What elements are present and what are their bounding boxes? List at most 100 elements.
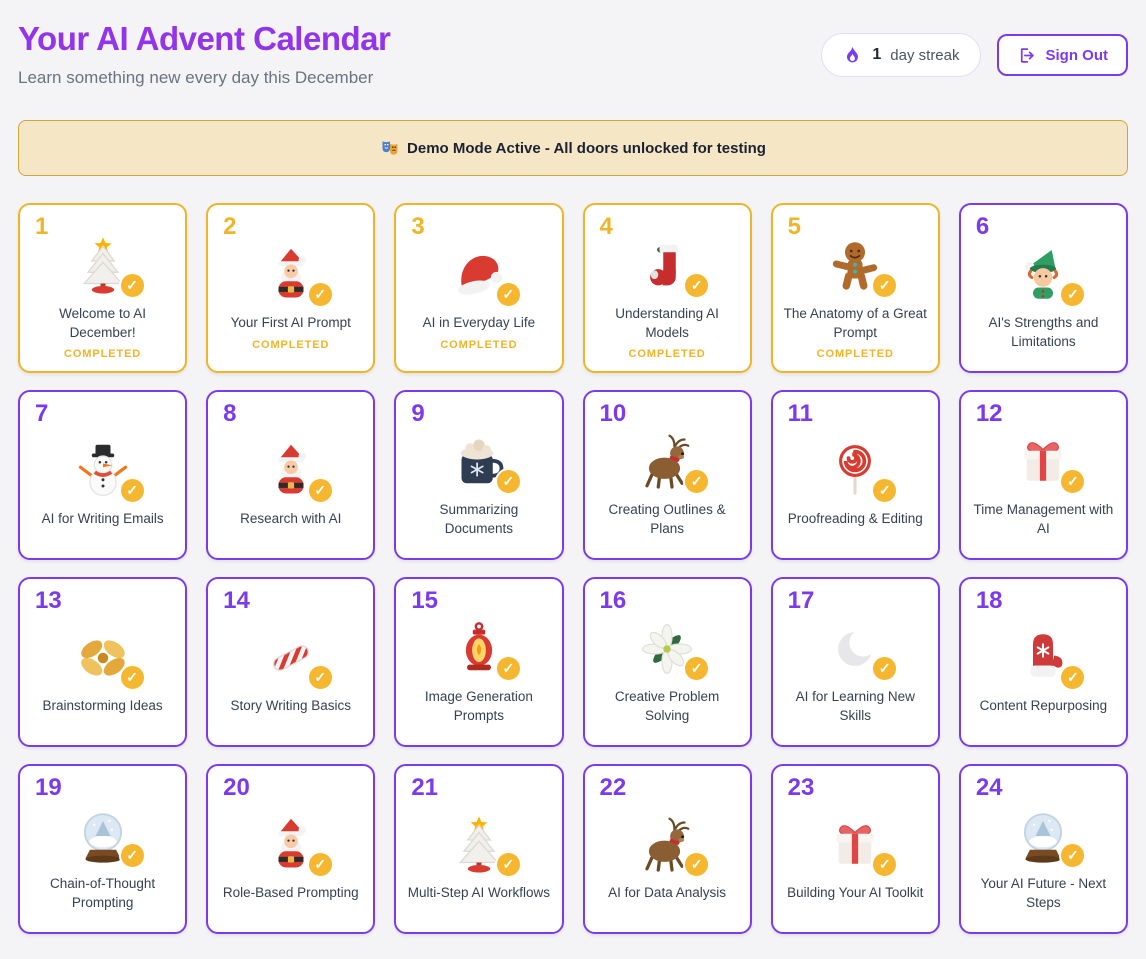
day-title: Welcome to AI December!	[59, 306, 146, 340]
day-title: Content Repurposing	[979, 698, 1108, 714]
day-title: Story Writing Basics	[230, 698, 351, 714]
day-title: The Anatomy of a Great Prompt	[783, 306, 927, 340]
snowman-icon	[73, 441, 133, 501]
page-header: Your AI Advent Calendar Learn something …	[18, 20, 1128, 88]
day-title: Chain-of-Thought Prompting	[50, 876, 156, 910]
calendar-grid: 1 ✓ Welcome to AI December! COMPLETED 2 …	[18, 203, 1128, 934]
santa-icon	[261, 245, 321, 305]
day-card-17[interactable]: 17 ✓ AI for Learning New Skills	[770, 577, 940, 747]
mitten-icon	[1013, 628, 1073, 688]
snow-globe-icon	[1013, 806, 1073, 866]
page-subtitle: Learn something new every day this Decem…	[18, 68, 374, 87]
day-number: 14	[223, 587, 250, 614]
day-icon-wrap: ✓	[1013, 245, 1087, 309]
day-title: Building Your AI Toolkit	[787, 885, 924, 901]
theater-masks-icon	[380, 138, 400, 158]
day-icon-wrap: ✓	[825, 619, 899, 683]
day-number: 1	[35, 213, 49, 240]
page-title: Your AI Advent Calendar	[18, 20, 391, 57]
day-number: 18	[975, 587, 1003, 614]
day-icon-wrap: ✓	[637, 432, 711, 496]
demo-mode-banner: Demo Mode Active - All doors unlocked fo…	[18, 120, 1128, 176]
day-card-20[interactable]: 20 ✓ Role-Based Prompting	[206, 764, 376, 934]
day-card-11[interactable]: 11 ✓ Proofreading & Editing	[770, 390, 940, 560]
day-card-13[interactable]: 13 ✓ Brainstorming Ideas	[18, 577, 188, 747]
completed-check-icon: ✓	[494, 468, 522, 496]
day-icon-wrap: ✓	[637, 815, 711, 879]
completed-check-icon: ✓	[306, 281, 334, 309]
day-title: Brainstorming Ideas	[42, 698, 163, 714]
elf-icon	[1013, 245, 1073, 305]
day-icon-wrap: ✓	[261, 815, 334, 879]
day-card-2[interactable]: 2 ✓ Your First AI Prompt COMPLETED	[206, 203, 376, 373]
day-card-14[interactable]: 14 ✓ Story Writing Basics	[206, 577, 376, 747]
day-number: 13	[35, 587, 62, 614]
day-title: Understanding AI Models	[615, 306, 719, 340]
day-card-24[interactable]: 24 ✓ Your AI Future - Next Steps	[958, 764, 1128, 934]
day-card-7[interactable]: 7 ✓ AI for Writing Emails	[18, 390, 188, 560]
day-number: 6	[975, 213, 990, 240]
day-number: 22	[599, 774, 627, 801]
day-title: AI for Writing Emails	[41, 511, 164, 527]
day-number: 17	[787, 587, 815, 614]
logout-icon	[1017, 46, 1036, 65]
day-icon-wrap: ✓	[261, 628, 334, 692]
day-card-15[interactable]: 15 ✓ Image Generation Prompts	[394, 577, 564, 747]
christmas-tree-icon	[73, 236, 133, 296]
day-icon-wrap: ✓	[637, 236, 711, 300]
day-icon-wrap: ✓	[261, 245, 334, 309]
completed-check-icon: ✓	[871, 655, 899, 683]
day-status: COMPLETED	[64, 347, 142, 360]
completed-check-icon: ✓	[871, 272, 899, 300]
day-number: 9	[411, 400, 425, 427]
day-card-5[interactable]: 5 ✓ The Anatomy of a Great Prompt COMPLE…	[770, 203, 940, 373]
day-number: 2	[223, 213, 237, 240]
sign-out-label: Sign Out	[1045, 46, 1109, 64]
completed-check-icon: ✓	[683, 468, 711, 496]
day-card-9[interactable]: 9 ✓ Summarizing Documents	[394, 390, 564, 560]
completed-check-icon: ✓	[118, 664, 146, 692]
completed-check-icon: ✓	[871, 851, 899, 879]
day-icon-wrap: ✓	[449, 432, 522, 496]
sign-out-button[interactable]: Sign Out	[996, 34, 1128, 76]
day-number: 23	[787, 774, 815, 801]
streak-count: 1	[872, 46, 882, 63]
day-number: 12	[975, 400, 1003, 427]
day-number: 8	[223, 400, 237, 427]
completed-check-icon: ✓	[1059, 281, 1087, 309]
day-card-1[interactable]: 1 ✓ Welcome to AI December! COMPLETED	[18, 203, 188, 373]
day-title: Time Management with AI	[973, 502, 1114, 536]
santa-icon	[261, 815, 321, 875]
completed-check-icon: ✓	[494, 655, 522, 683]
completed-check-icon: ✓	[683, 272, 711, 300]
day-icon-wrap: ✓	[825, 815, 899, 879]
day-card-23[interactable]: 23 ✓ Building Your AI Toolkit	[770, 764, 940, 934]
day-card-22[interactable]: 22 ✓ AI for Data Analysis	[582, 764, 752, 934]
day-card-3[interactable]: 3 ✓ AI in Everyday Life COMPLETED	[394, 203, 564, 373]
day-number: 15	[411, 587, 439, 614]
christmas-tree-icon	[449, 815, 509, 875]
day-card-12[interactable]: 12 ✓ Time Management with AI	[958, 390, 1128, 560]
day-icon-wrap: ✓	[637, 619, 711, 683]
stocking-icon	[637, 236, 697, 296]
header-titles: Your AI Advent Calendar Learn something …	[18, 20, 391, 88]
day-card-19[interactable]: 19 ✓ Chain-of-Thought Prompting	[18, 764, 188, 934]
day-title: Multi-Step AI Workflows	[407, 885, 551, 901]
day-number: 4	[599, 213, 613, 240]
day-card-18[interactable]: 18 ✓ Content Repurposing	[958, 577, 1128, 747]
day-status: COMPLETED	[440, 338, 518, 351]
day-card-8[interactable]: 8 ✓ Research with AI	[206, 390, 376, 560]
day-title: AI in Everyday Life	[422, 315, 536, 331]
demo-mode-text: Demo Mode Active - All doors unlocked fo…	[407, 139, 766, 157]
day-status: COMPLETED	[252, 338, 330, 351]
day-number: 20	[223, 774, 250, 801]
day-card-21[interactable]: 21 ✓ Multi-Step AI Workflows	[394, 764, 564, 934]
day-card-4[interactable]: 4 ✓ Understanding AI Models COMPLETED	[582, 203, 752, 373]
day-card-10[interactable]: 10 ✓ Creating Outlines & Plans	[582, 390, 752, 560]
day-title: Your AI Future - Next Steps	[980, 876, 1107, 910]
day-card-16[interactable]: 16 ✓ Creative Problem Solving	[582, 577, 752, 747]
day-title: Image Generation Prompts	[424, 689, 533, 723]
completed-check-icon: ✓	[306, 477, 334, 505]
day-icon-wrap: ✓	[73, 806, 146, 870]
day-card-6[interactable]: 6 ✓ AI's Strengths and Limitations	[958, 203, 1128, 373]
